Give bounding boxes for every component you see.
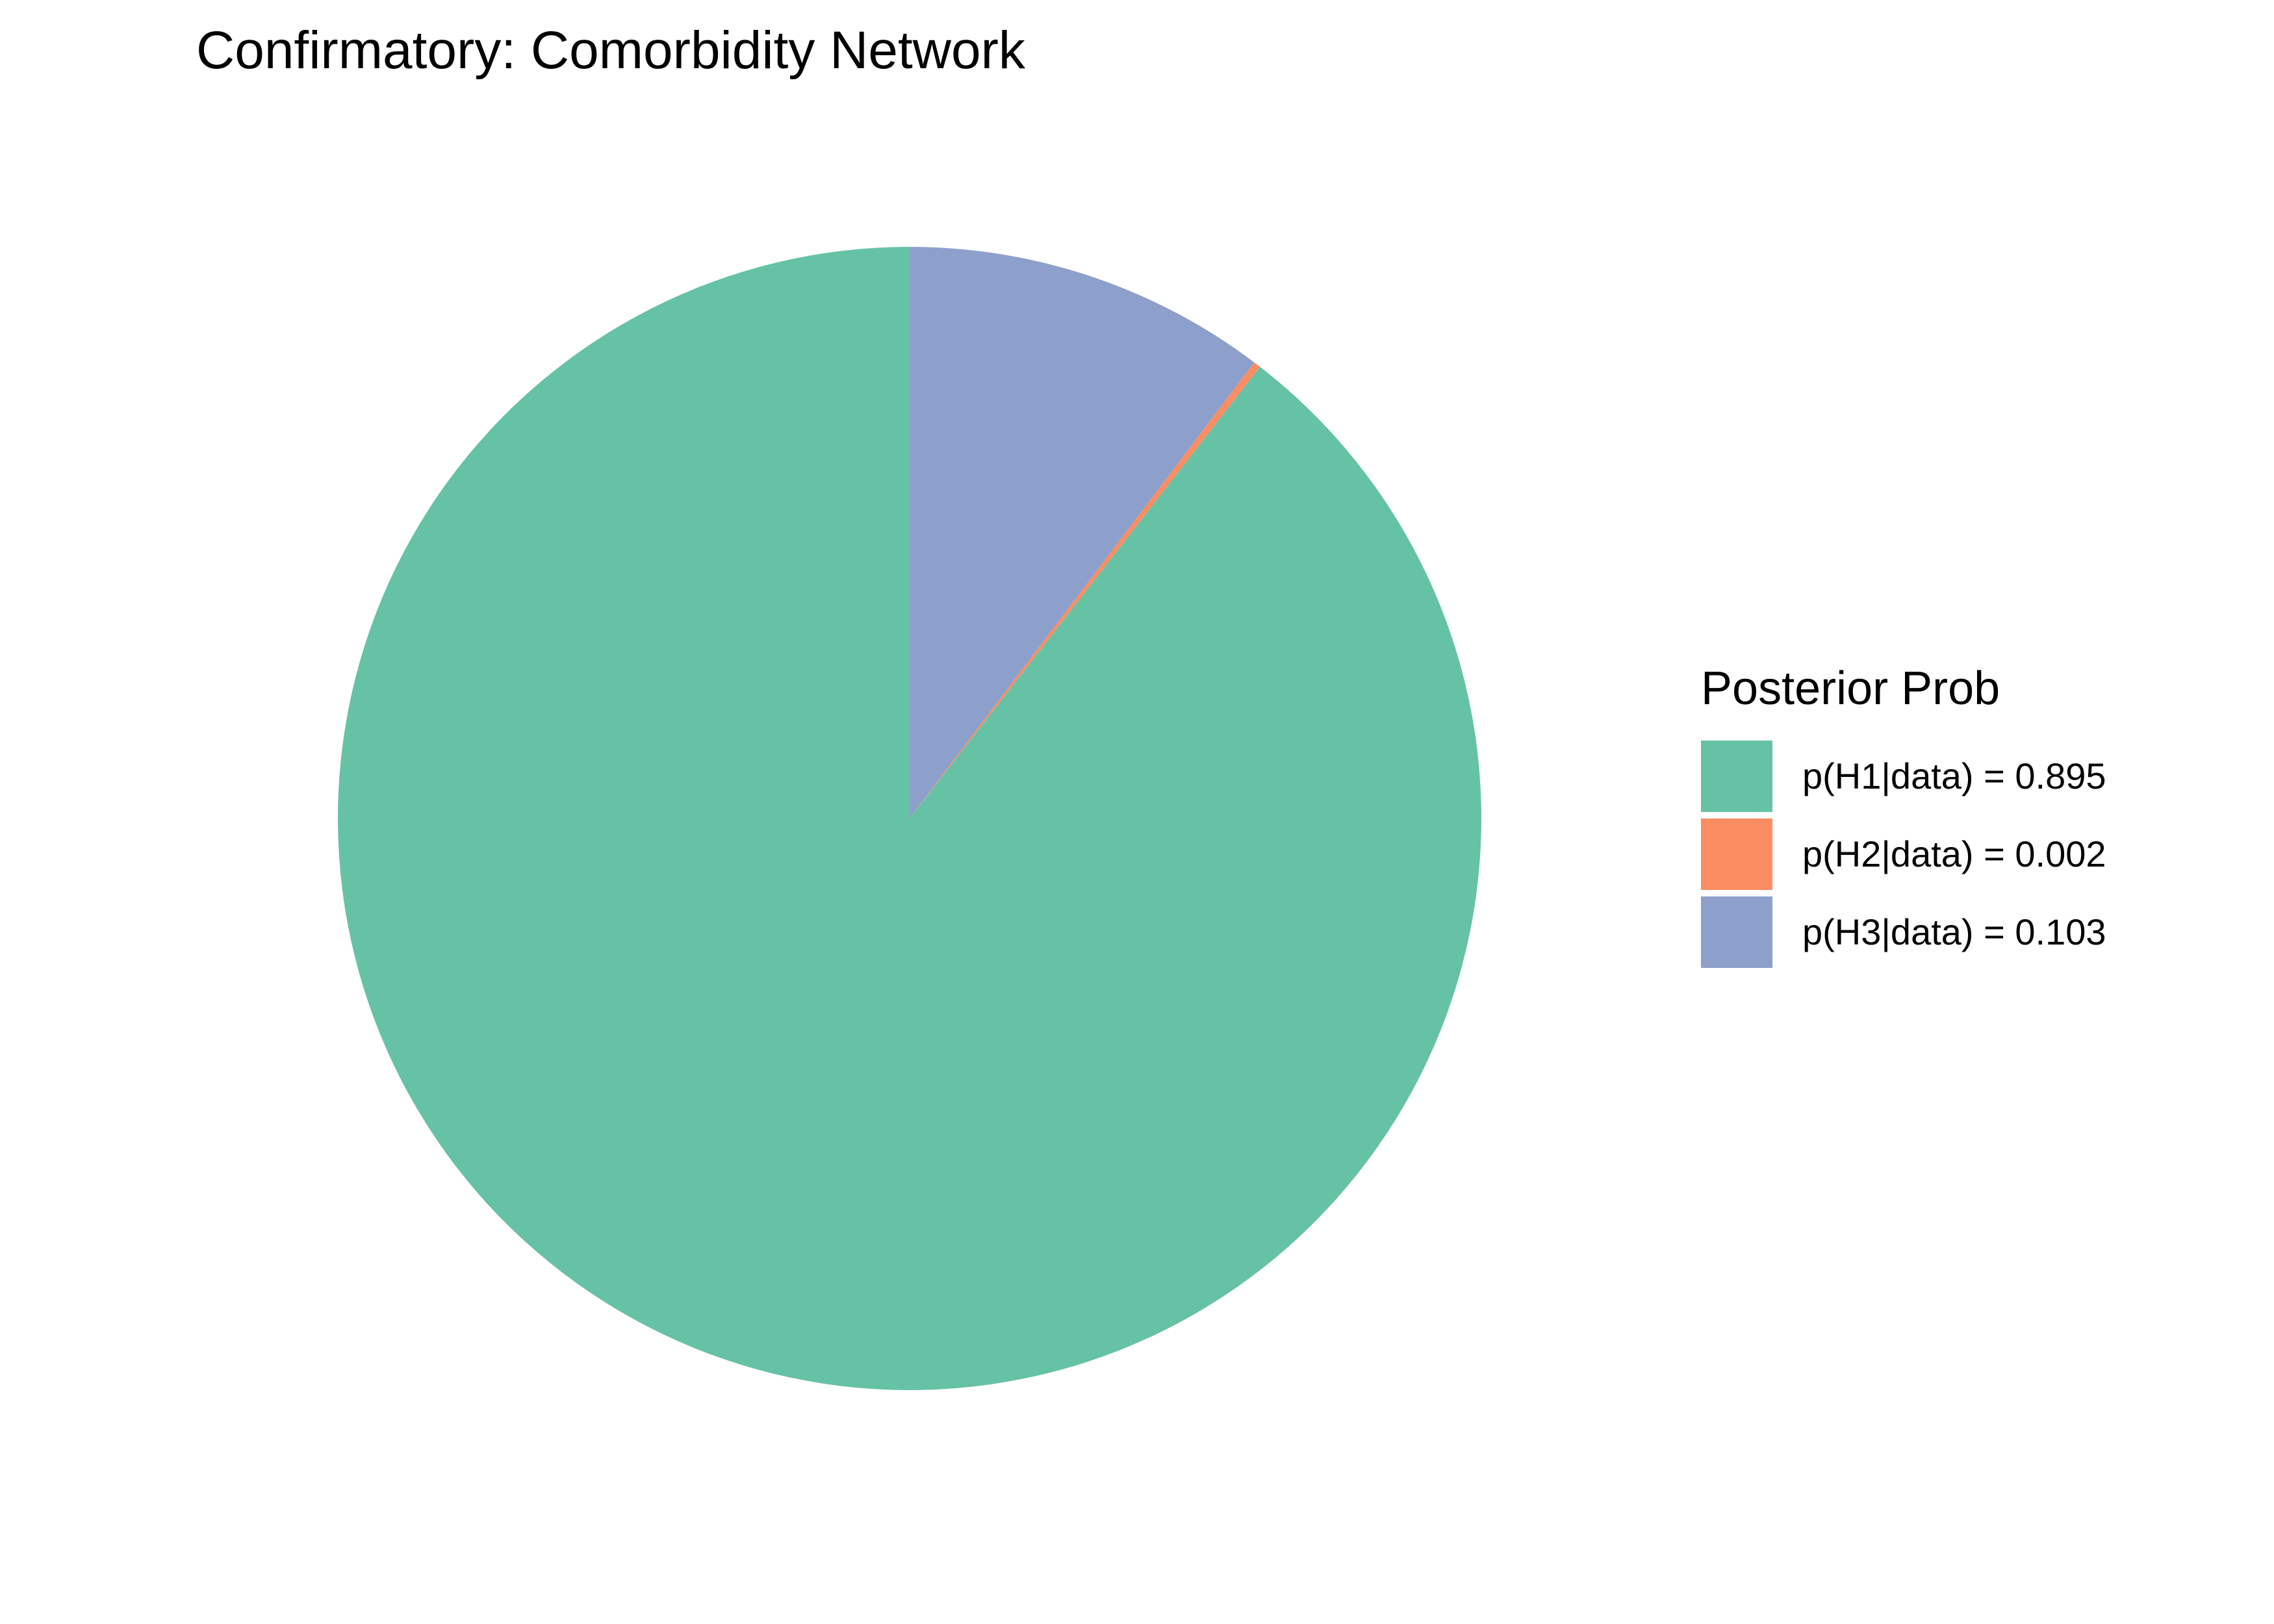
legend-item-h2: p(H2|data) = 0.002	[1701, 818, 2156, 890]
pie-slice-h3	[910, 246, 1255, 818]
chart-title: Confirmatory: Comorbidity Network	[196, 21, 1025, 80]
legend-label-h3: p(H3|data) = 0.103	[1802, 911, 2106, 952]
legend-label-h2: p(H2|data) = 0.002	[1802, 833, 2106, 874]
legend-title: Posterior Prob	[1701, 663, 2000, 715]
pie-slices	[338, 246, 1482, 1390]
legend-item-h3: p(H3|data) = 0.103	[1701, 896, 2156, 968]
legend-swatch-h1	[1701, 741, 1772, 812]
pie-slice-h2	[910, 362, 1260, 818]
legend-label-h1: p(H1|data) = 0.895	[1802, 755, 2106, 796]
legend-swatch-h2	[1701, 818, 1772, 890]
legend-swatch-h3	[1701, 896, 1772, 968]
legend-item-h1: p(H1|data) = 0.895	[1701, 741, 2156, 812]
pie-slice-h1	[338, 247, 1482, 1390]
